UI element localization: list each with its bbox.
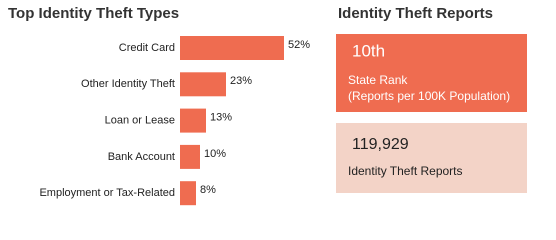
- chart-title: Top Identity Theft Types: [8, 5, 179, 22]
- bar: [180, 144, 200, 169]
- infographic: Top Identity Theft Types Identity Theft …: [8, 5, 527, 206]
- rank-sublabel: (Reports per 100K Population): [348, 89, 510, 103]
- rank-value: 10th: [352, 41, 385, 60]
- category-label: Employment or Tax-Related: [39, 187, 175, 199]
- value-label: 52%: [288, 39, 310, 51]
- total-value: 119,929: [352, 136, 409, 153]
- category-label: Bank Account: [108, 151, 175, 163]
- bar: [180, 181, 196, 206]
- bar: [180, 36, 284, 60]
- total-box: [336, 123, 527, 193]
- rank-box: [336, 34, 527, 112]
- rank-label: State Rank: [348, 73, 408, 87]
- value-label: 10%: [204, 148, 226, 160]
- category-label: Loan or Lease: [105, 115, 175, 127]
- reports-title: Identity Theft Reports: [338, 5, 493, 22]
- page: {"chart_data": {"type": "bar", "orientat…: [8, 4, 527, 206]
- value-label: 23%: [230, 75, 252, 87]
- bar: [180, 72, 226, 97]
- category-label: Credit Card: [119, 42, 175, 54]
- total-label: Identity Theft Reports: [348, 164, 463, 178]
- value-label: 13%: [210, 112, 232, 124]
- category-label: Other Identity Theft: [81, 78, 175, 90]
- bar: [180, 108, 206, 133]
- value-label: 8%: [200, 184, 216, 196]
